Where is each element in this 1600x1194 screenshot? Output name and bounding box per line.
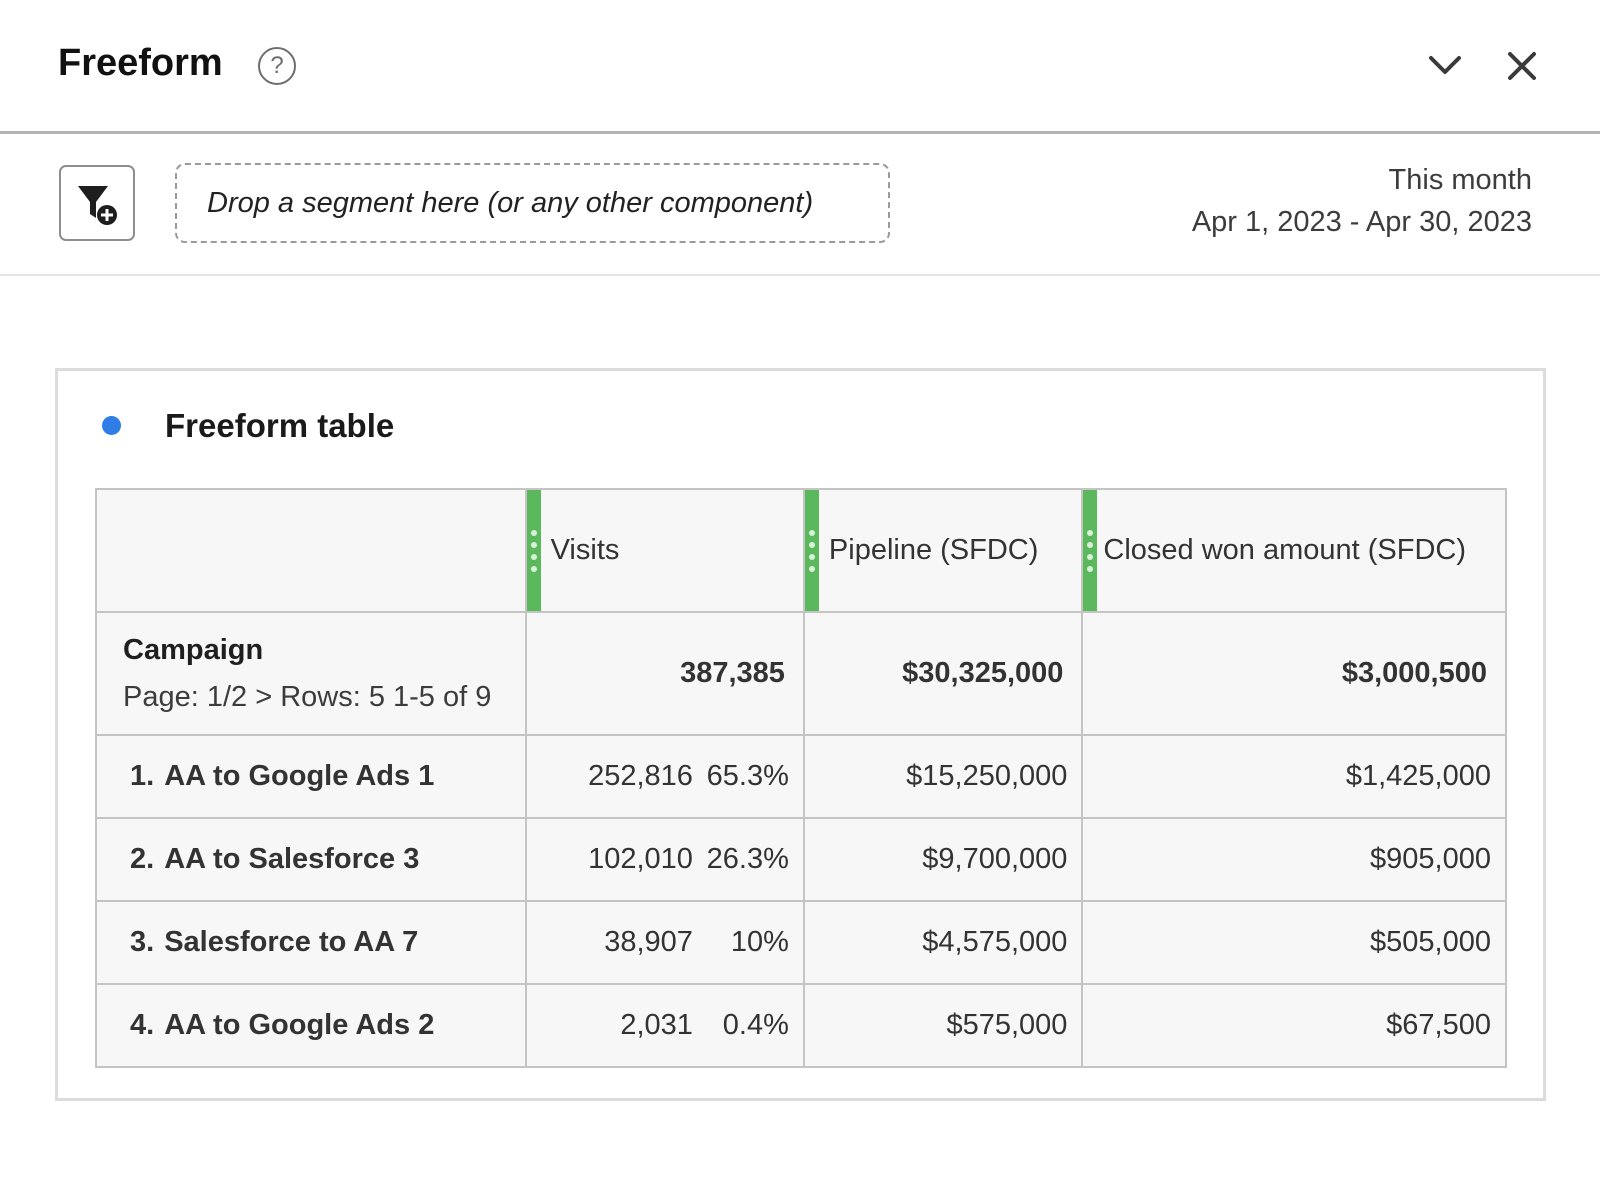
dimension-name[interactable]: Campaign: [123, 633, 264, 666]
date-range[interactable]: Apr 1, 2023 - Apr 30, 2023: [1191, 206, 1532, 238]
table-row[interactable]: 4. AA to Google Ads 2 2,031 0.4% $575,000 …: [95, 983, 1507, 1068]
segment-toolbar: Drop a segment here (or any other compon…: [0, 134, 1600, 276]
visits-value: 102,010: [588, 843, 693, 875]
pipeline-cell: $4,575,000: [802, 900, 1084, 985]
row-index: 3.: [130, 926, 155, 958]
date-range-label[interactable]: This month: [1388, 164, 1532, 196]
pipeline-cell: $575,000: [802, 983, 1084, 1068]
freeform-table: Visits Pipeline (SFDC) Closed won amount…: [95, 488, 1507, 1068]
close-button[interactable]: [1500, 44, 1544, 88]
total-closed-won: $3,000,500: [1081, 611, 1507, 736]
row-label-cell: 4. AA to Google Ads 2: [95, 983, 527, 1068]
column-header-label: Closed won amount (SFDC): [1103, 534, 1467, 566]
column-header-visits[interactable]: Visits: [524, 488, 805, 613]
row-label-cell: 2. AA to Salesforce 3: [95, 817, 527, 902]
chevron-down-icon: [1429, 56, 1461, 74]
table-row[interactable]: 2. AA to Salesforce 3 102,010 26.3% $9,700…: [95, 817, 1507, 902]
visits-cell: 2,031 0.4%: [524, 983, 805, 1068]
status-dot-icon: [102, 416, 121, 435]
filter-add-icon: [78, 186, 117, 225]
collapse-button[interactable]: [1423, 44, 1467, 88]
segment-dropzone[interactable]: Drop a segment here (or any other compon…: [175, 163, 890, 243]
column-drag-handle[interactable]: [1083, 490, 1098, 611]
table-row[interactable]: 3. Salesforce to AA 7 38,907 10% $4,575,00…: [95, 900, 1507, 985]
table-row[interactable]: 1. AA to Google Ads 1 252,816 65.3% $15,25…: [95, 734, 1507, 819]
visits-percent: 65.3%: [706, 760, 789, 792]
freeform-table-panel: Freeform table Visits Pipeline (SFDC) Cl…: [55, 368, 1546, 1101]
closed-won-cell: $905,000: [1081, 817, 1507, 902]
pipeline-cell: $15,250,000: [802, 734, 1084, 819]
column-drag-handle[interactable]: [526, 490, 541, 611]
total-pipeline: $30,325,000: [802, 611, 1084, 736]
column-header-label: Visits: [550, 534, 620, 566]
column-drag-handle[interactable]: [804, 490, 819, 611]
closed-won-cell: $505,000: [1081, 900, 1507, 985]
visits-value: 2,031: [620, 1009, 693, 1041]
column-header-closed-won[interactable]: Closed won amount (SFDC): [1081, 488, 1507, 613]
visits-percent: 0.4%: [722, 1009, 789, 1041]
header-empty-cell: [95, 488, 527, 613]
row-index: 1.: [130, 760, 155, 792]
visits-cell: 252,816 65.3%: [524, 734, 805, 819]
question-circle-icon[interactable]: ?: [258, 47, 296, 85]
visits-value: 252,816: [588, 760, 693, 792]
add-filter-button[interactable]: [59, 165, 135, 241]
row-index: 2.: [130, 843, 155, 875]
row-name: AA to Google Ads 2: [164, 1009, 435, 1041]
closed-won-cell: $1,425,000: [1081, 734, 1507, 819]
visits-percent: 26.3%: [706, 843, 789, 875]
visits-percent: 10%: [730, 926, 789, 958]
row-name: Salesforce to AA 7: [164, 926, 419, 958]
panel-header: Freeform ?: [0, 0, 1600, 134]
close-icon: [1508, 52, 1536, 80]
row-label-cell: 3. Salesforce to AA 7: [95, 900, 527, 985]
visits-cell: 38,907 10%: [524, 900, 805, 985]
column-header-label: Pipeline (SFDC): [828, 534, 1039, 566]
table-title[interactable]: Freeform table: [165, 407, 395, 444]
total-visits: 387,385: [524, 611, 805, 736]
visits-value: 38,907: [604, 926, 693, 958]
table-header-row: Visits Pipeline (SFDC) Closed won amount…: [95, 488, 1507, 613]
row-index: 4.: [130, 1009, 155, 1041]
panel-title: Freeform: [58, 42, 223, 84]
totals-row: Campaign Page: 1/2 > Rows: 5 1-5 of 9 38…: [95, 611, 1507, 736]
column-header-pipeline[interactable]: Pipeline (SFDC): [802, 488, 1084, 613]
closed-won-cell: $67,500: [1081, 983, 1507, 1068]
dimension-cell: Campaign Page: 1/2 > Rows: 5 1-5 of 9: [95, 611, 527, 736]
row-name: AA to Salesforce 3: [164, 843, 420, 875]
visits-cell: 102,010 26.3%: [524, 817, 805, 902]
pipeline-cell: $9,700,000: [802, 817, 1084, 902]
row-label-cell: 1. AA to Google Ads 1: [95, 734, 527, 819]
row-name: AA to Google Ads 1: [164, 760, 435, 792]
pagination-info[interactable]: Page: 1/2 > Rows: 5 1-5 of 9: [123, 680, 492, 713]
